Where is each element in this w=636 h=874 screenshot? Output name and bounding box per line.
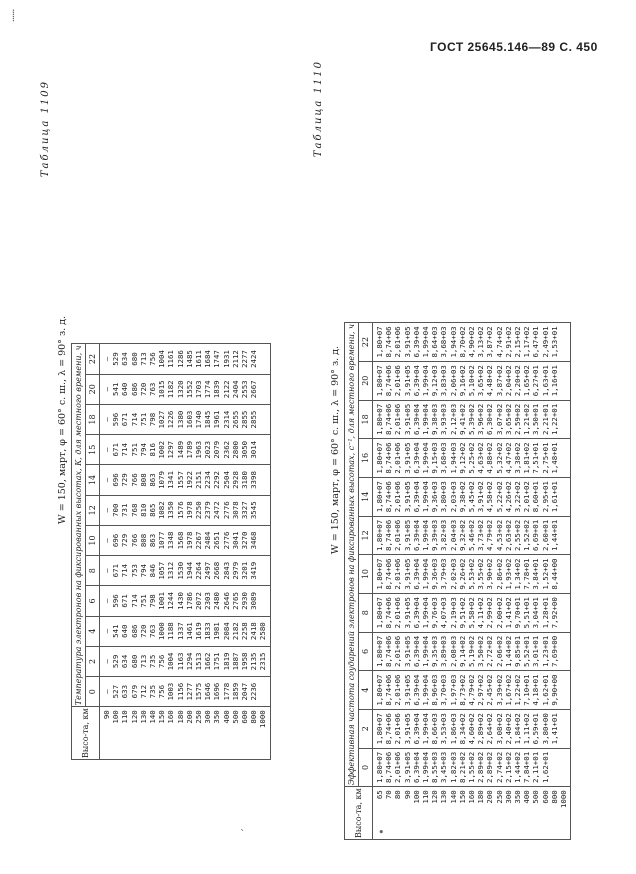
- time-header-row: 0 2 4 6 8 10 12 14 16 18 20 22: [358, 322, 373, 840]
- time-column-header: 6: [358, 632, 373, 671]
- time-column-header: 4: [85, 616, 100, 647]
- data-column: 1,80+07 8,74+06 2,01+06 3,91+05 6,39+04 …: [372, 438, 571, 478]
- data-column: — 529 634 680 713 756 1004 1161 1286 148…: [99, 343, 271, 375]
- margin-mark: `: [240, 828, 246, 841]
- data-column: 1,80+07 8,74+06 2,01+06 3,91+05 6,39+04 …: [372, 709, 571, 749]
- data-column: — 700 731 768 810 865 1082 1350 1576 197…: [99, 495, 271, 526]
- time-column-header: 10: [85, 525, 100, 556]
- time-column-header: 2: [358, 709, 373, 749]
- time-column-header: 16: [358, 438, 373, 478]
- table-1110: Высо-та, км Эффективная частота соударен…: [344, 322, 571, 840]
- time-column-header: 22: [85, 343, 100, 375]
- data-column: 1,80+07 8,74+06 2,01+06 3,91+05 6,39+04 …: [372, 477, 571, 517]
- height-header: Высо-та, км: [344, 786, 373, 840]
- time-column-header: 8: [85, 555, 100, 586]
- height-header: Высо-та, км: [71, 706, 100, 760]
- data-column: — 541 640 686 720 763 1015 1182 1320 155…: [99, 374, 271, 405]
- table-title: W = 150, март, φ = 60° с. ш., λ = 90° з.…: [330, 345, 341, 555]
- time-column-header: 15: [85, 434, 100, 465]
- data-column: — 596 671 714 751 798 1027 1226 1380 160…: [99, 404, 271, 435]
- data-column: 1,80+07 8,74+06 2,01+06 3,91+05 6,39+04 …: [372, 554, 571, 594]
- time-column-header: 8: [358, 593, 373, 633]
- time-column-header: 6: [85, 585, 100, 617]
- data-column: 1,80+07 8,74+06 2,01+06 3,91+05 6,39+04 …: [372, 748, 571, 787]
- data-column: 1,80+07 8,74+06 2,01+06 3,91+05 6,39+04 …: [372, 361, 571, 401]
- time-column-header: 2: [85, 646, 100, 677]
- height-column: 90 100 110 120 130 140 150 160 180 200 2…: [99, 706, 271, 760]
- table-1110-block: Таблица 1110 W = 150, март, φ = 60° с. ш…: [313, 60, 571, 840]
- margin-mark: •: [378, 826, 385, 839]
- table-row: 90 100 110 120 130 140 150 160 180 200 2…: [99, 343, 271, 760]
- table-1109: Высо-та, км Температура электронов на фи…: [71, 343, 271, 760]
- table-1109-block: Таблица 1109 W = 150, март, φ = 60° с. ш…: [40, 80, 271, 760]
- data-column: — 529 634 680 713 735 756 1004 1163 1294…: [99, 646, 271, 677]
- data-column: 1,80+07 8,74+06 2,01+06 3,91+05 6,39+04 …: [372, 632, 571, 671]
- time-column-header: 18: [358, 400, 373, 439]
- data-column: — 696 729 766 808 863 1079 1341 1557 192…: [99, 464, 271, 496]
- data-column: 1,80+07 8,74+06 2,01+06 3,91+05 6,39+04 …: [372, 670, 571, 710]
- data-column: 1,80+07 8,74+06 2,01+06 3,91+05 6,39+04 …: [372, 322, 571, 362]
- table-caption: Таблица 1109: [40, 80, 51, 178]
- table-caption: Таблица 1110: [313, 60, 324, 158]
- data-column: — 541 640 686 720 763 1000 1188 1337 146…: [99, 616, 271, 647]
- data-column: — 671 714 753 794 846 1057 1312 1530 194…: [99, 555, 271, 586]
- data-column: 1,80+07 8,74+06 2,01+06 3,91+05 6,39+04 …: [372, 593, 571, 633]
- time-column-header: 0: [358, 748, 373, 787]
- time-column-header: 20: [358, 361, 373, 401]
- data-column: — 696 729 766 808 863 1077 1348 1568 197…: [99, 525, 271, 556]
- data-column: — 671 714 751 794 816 1002 1297 1489 178…: [99, 434, 271, 465]
- group-header: Температура электронов на фиксированных …: [71, 343, 86, 707]
- table-row: 65 70 80 90 100 110 120 130 140 150 160 …: [372, 322, 571, 840]
- time-header-row: 0 2 4 6 8 10 12 14 15 18 20 22: [85, 343, 100, 760]
- margin-mark: ⸽: [12, 9, 15, 22]
- time-column-header: 22: [358, 322, 373, 362]
- time-column-header: 4: [358, 670, 373, 710]
- data-column: — 527 633 679 712 735 756 1003 1156 1277…: [99, 676, 271, 707]
- data-column: 1,80+07 8,74+06 2,01+06 3,91+05 6,39+04 …: [372, 400, 571, 439]
- time-column-header: 14: [358, 477, 373, 517]
- time-column-header: 12: [85, 495, 100, 526]
- time-column-header: 10: [358, 554, 373, 594]
- time-column-header: 18: [85, 404, 100, 435]
- data-column: — 596 671 714 751 798 1001 1244 1430 178…: [99, 585, 271, 617]
- table-title: W = 150, март, φ = 60° с. ш., λ = 90° з.…: [57, 315, 68, 525]
- data-column: 1,80+07 8,74+06 2,01+06 3,91+05 6,39+04 …: [372, 516, 571, 555]
- time-column-header: 20: [85, 374, 100, 405]
- group-header: Эффективная частота соударений электроно…: [344, 322, 359, 787]
- page-header: ГОСТ 25645.146—89 С. 450: [430, 40, 598, 54]
- time-column-header: 0: [85, 676, 100, 707]
- time-column-header: 14: [85, 464, 100, 496]
- time-column-header: 12: [358, 516, 373, 555]
- height-column: 65 70 80 90 100 110 120 130 140 150 160 …: [372, 786, 571, 840]
